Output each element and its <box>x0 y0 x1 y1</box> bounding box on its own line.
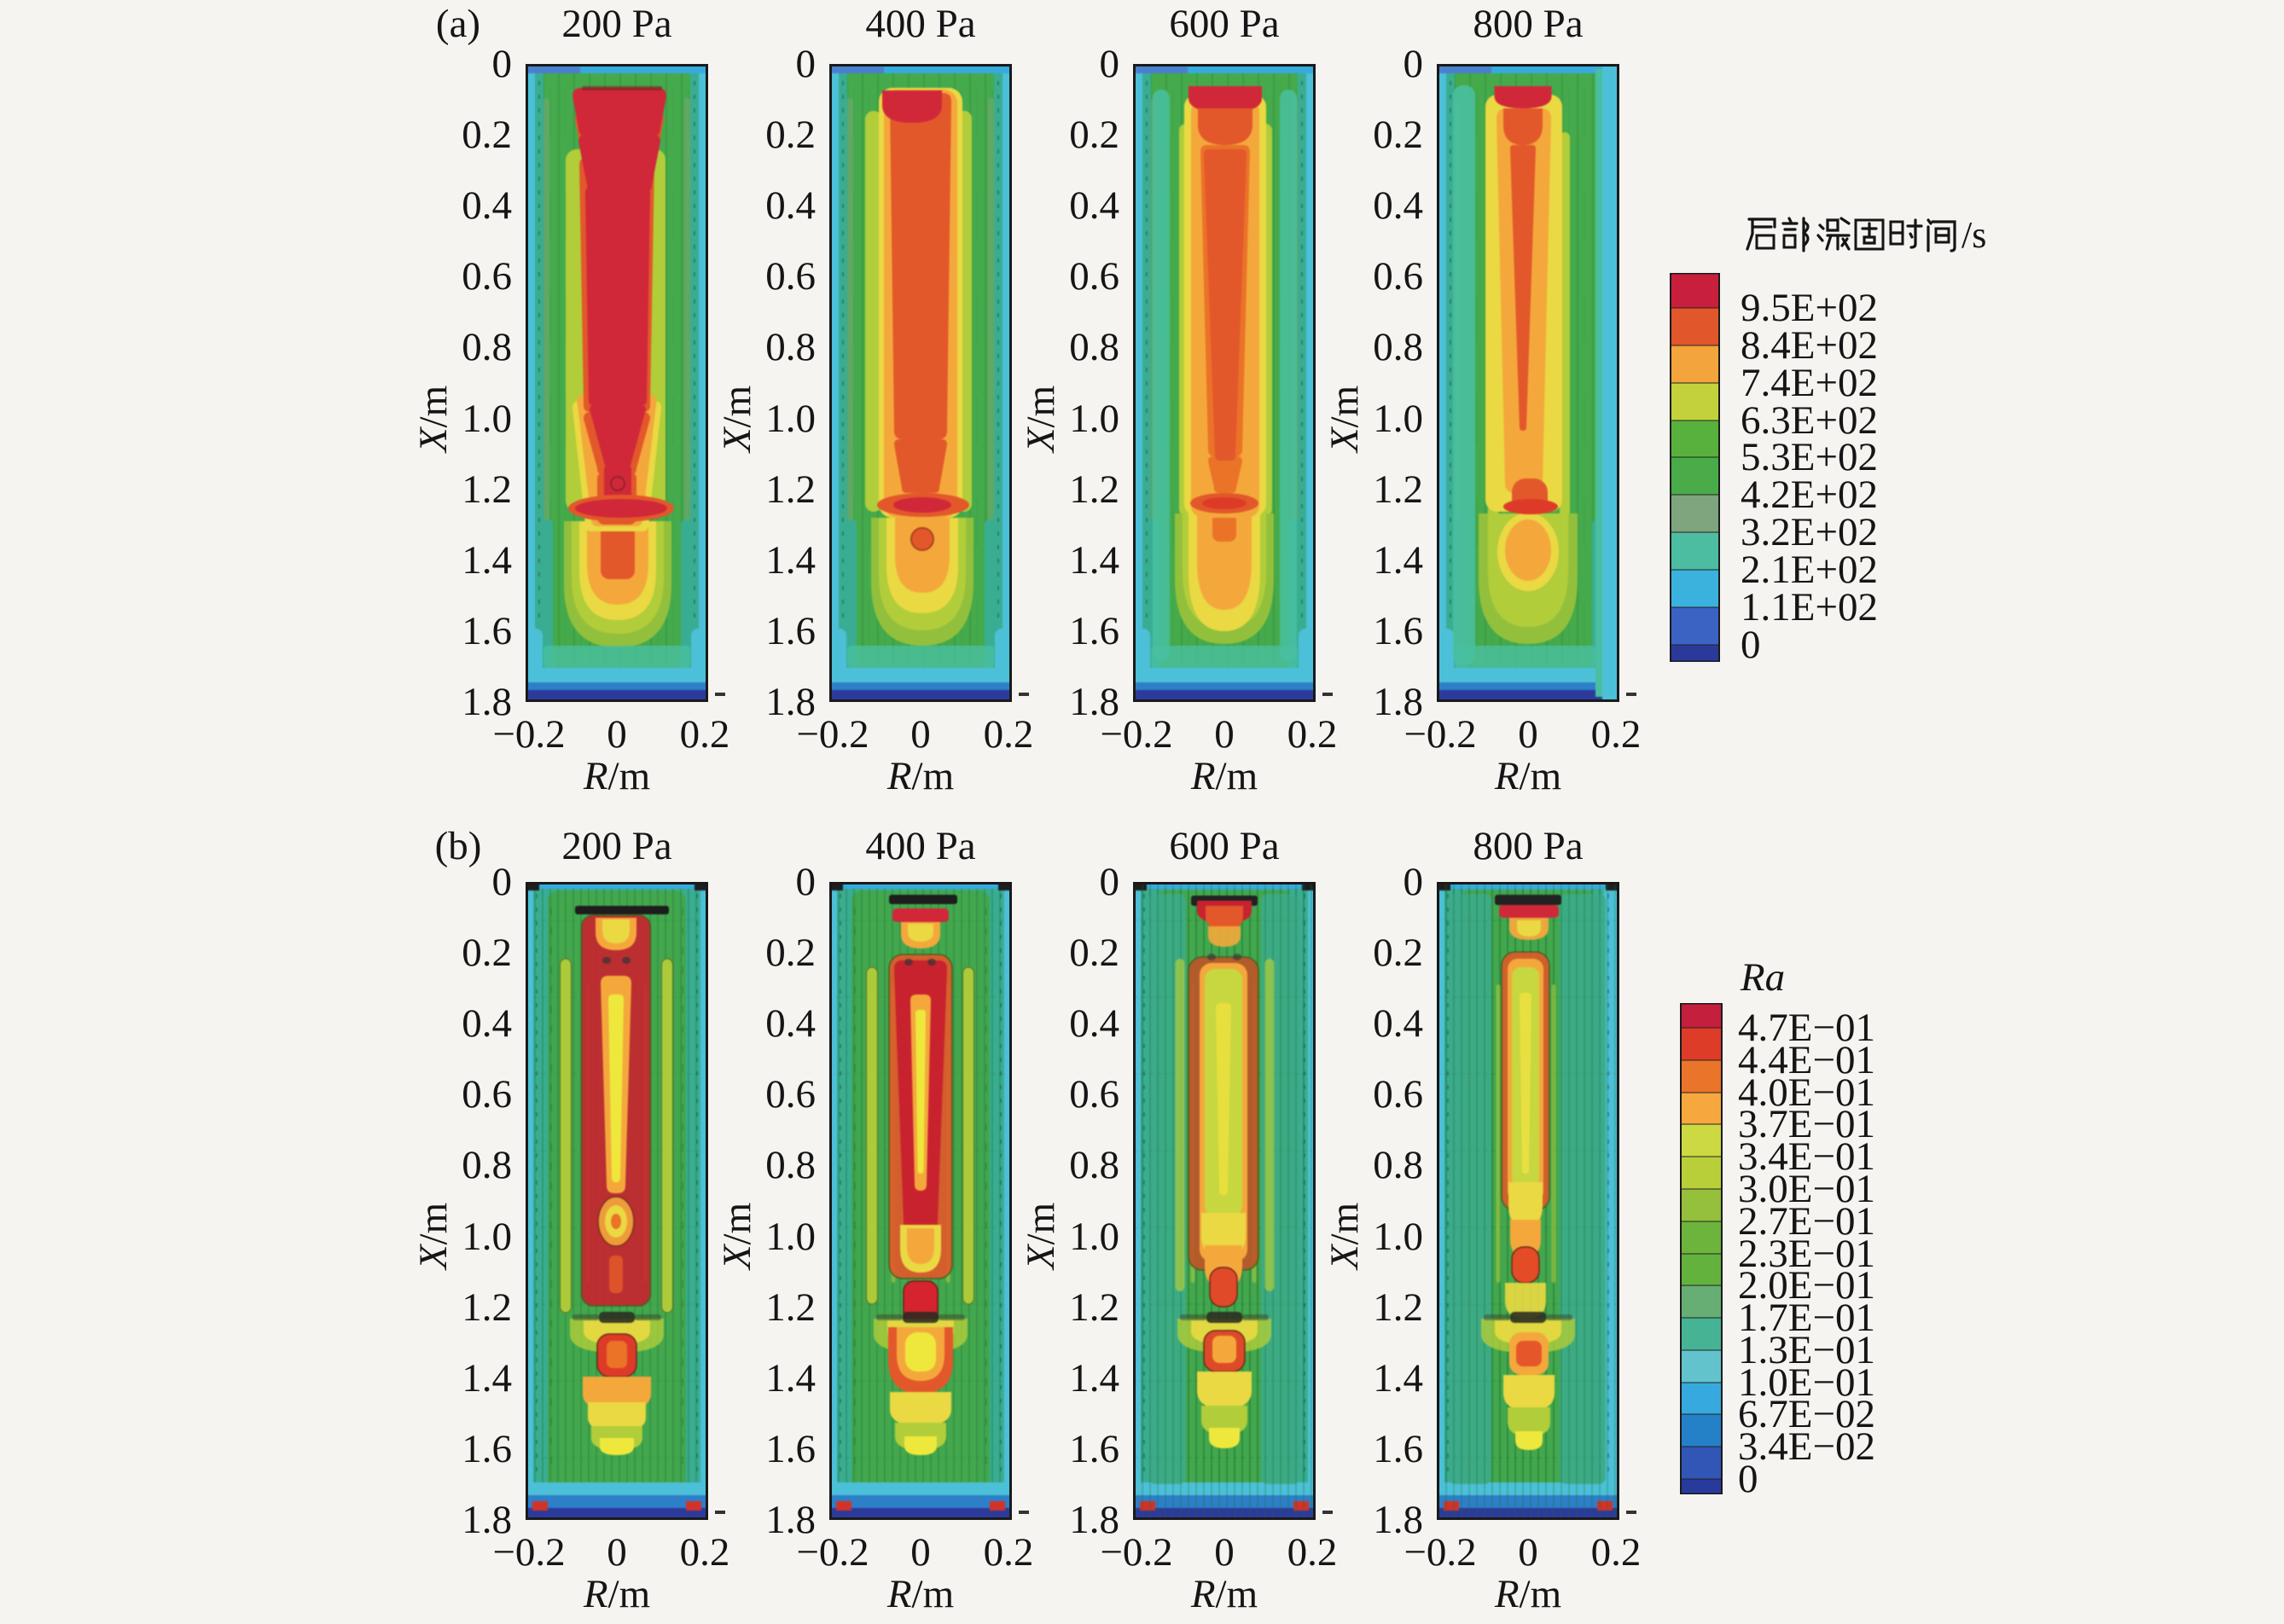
svg-text:/s: /s <box>1961 215 1986 256</box>
